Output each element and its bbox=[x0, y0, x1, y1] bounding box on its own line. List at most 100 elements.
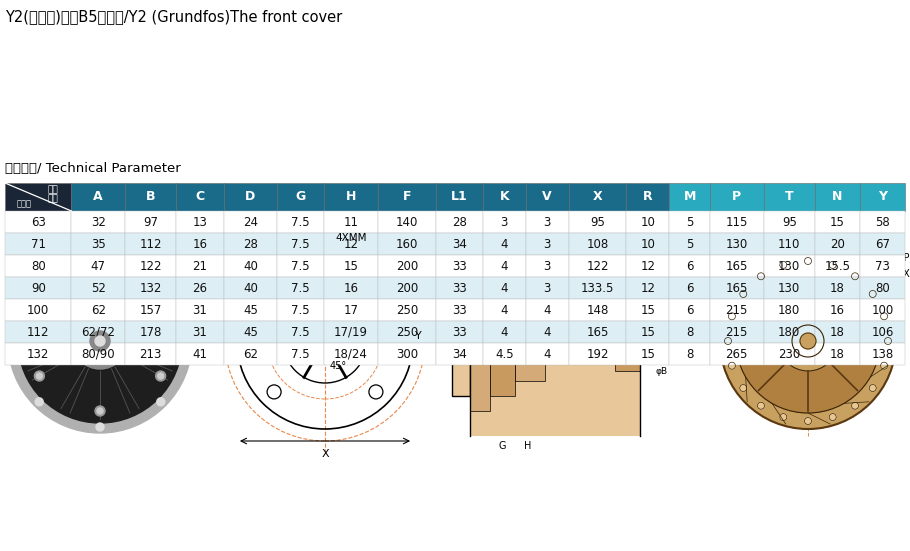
Text: N: N bbox=[833, 191, 843, 203]
Text: X: X bbox=[321, 449, 329, 459]
Bar bbox=[278, 183, 324, 211]
Bar bbox=[569, 255, 626, 277]
Text: P: P bbox=[733, 191, 742, 203]
Text: 3: 3 bbox=[543, 215, 551, 229]
Text: 15: 15 bbox=[641, 348, 655, 360]
Circle shape bbox=[740, 385, 747, 392]
Text: 157: 157 bbox=[139, 304, 162, 316]
Text: 250: 250 bbox=[396, 326, 418, 338]
Circle shape bbox=[36, 303, 43, 309]
Text: 15: 15 bbox=[830, 215, 845, 229]
Circle shape bbox=[778, 311, 838, 371]
Text: 130: 130 bbox=[778, 260, 801, 273]
Text: 130: 130 bbox=[725, 237, 748, 251]
Circle shape bbox=[90, 331, 110, 351]
Bar bbox=[436, 183, 483, 211]
Text: 230: 230 bbox=[778, 348, 801, 360]
Text: 215: 215 bbox=[725, 326, 748, 338]
Text: G: G bbox=[296, 191, 306, 203]
Circle shape bbox=[157, 303, 164, 309]
Text: F: F bbox=[402, 191, 411, 203]
Text: 73: 73 bbox=[875, 260, 890, 273]
Circle shape bbox=[881, 362, 887, 369]
Text: 尺寸: 尺寸 bbox=[47, 195, 58, 203]
Circle shape bbox=[792, 325, 824, 357]
Bar bbox=[71, 211, 125, 233]
Text: φF: φF bbox=[430, 282, 441, 290]
Bar bbox=[177, 343, 224, 365]
Bar bbox=[669, 255, 710, 277]
Text: 180: 180 bbox=[778, 304, 801, 316]
Text: 15: 15 bbox=[641, 326, 655, 338]
Text: 165: 165 bbox=[586, 326, 609, 338]
Bar bbox=[324, 233, 378, 255]
Bar bbox=[71, 321, 125, 343]
Text: 35: 35 bbox=[91, 237, 106, 251]
Text: 34: 34 bbox=[452, 348, 467, 360]
Bar bbox=[71, 255, 125, 277]
Text: 180: 180 bbox=[778, 326, 801, 338]
Circle shape bbox=[869, 290, 876, 298]
Text: 16: 16 bbox=[193, 237, 207, 251]
Bar bbox=[526, 299, 569, 321]
Text: 138: 138 bbox=[872, 348, 894, 360]
Bar bbox=[71, 233, 125, 255]
Circle shape bbox=[728, 362, 735, 369]
Bar bbox=[526, 211, 569, 233]
Text: 80/90: 80/90 bbox=[81, 348, 115, 360]
Text: 58: 58 bbox=[875, 215, 890, 229]
Bar bbox=[483, 255, 526, 277]
Bar bbox=[378, 211, 436, 233]
Text: 4: 4 bbox=[543, 304, 551, 316]
Bar bbox=[177, 299, 224, 321]
Circle shape bbox=[96, 251, 104, 259]
Bar bbox=[569, 233, 626, 255]
Text: G: G bbox=[499, 441, 506, 451]
Bar bbox=[177, 183, 224, 211]
Bar bbox=[763, 299, 815, 321]
Text: 80: 80 bbox=[875, 282, 890, 294]
Circle shape bbox=[852, 402, 858, 409]
Text: 18: 18 bbox=[830, 348, 845, 360]
Text: H: H bbox=[524, 441, 531, 451]
Text: 4XφR: 4XφR bbox=[898, 269, 910, 279]
Bar bbox=[5, 211, 71, 233]
Bar bbox=[626, 183, 669, 211]
Bar bbox=[710, 233, 763, 255]
Bar bbox=[526, 255, 569, 277]
Text: 4: 4 bbox=[501, 282, 508, 294]
Bar bbox=[125, 255, 177, 277]
Text: 265: 265 bbox=[725, 348, 748, 360]
Bar bbox=[710, 299, 763, 321]
Text: 165: 165 bbox=[725, 260, 748, 273]
Bar bbox=[224, 183, 278, 211]
Circle shape bbox=[96, 423, 104, 431]
Bar bbox=[490, 286, 515, 396]
Text: 6: 6 bbox=[686, 304, 693, 316]
Text: 122: 122 bbox=[586, 260, 609, 273]
Bar bbox=[860, 277, 905, 299]
Bar bbox=[224, 299, 278, 321]
Bar bbox=[470, 246, 640, 436]
Bar bbox=[125, 277, 177, 299]
Text: V: V bbox=[447, 219, 453, 229]
Circle shape bbox=[869, 385, 876, 392]
Bar bbox=[526, 321, 569, 343]
Text: 4: 4 bbox=[501, 237, 508, 251]
Text: 63: 63 bbox=[31, 215, 46, 229]
Text: Y2(格兰富)系列B5前端盖/Y2 (Grundfos)The front cover: Y2(格兰富)系列B5前端盖/Y2 (Grundfos)The front co… bbox=[5, 9, 342, 24]
Bar bbox=[378, 343, 436, 365]
Bar bbox=[483, 299, 526, 321]
Text: φB: φB bbox=[655, 366, 667, 375]
Circle shape bbox=[800, 333, 816, 349]
Text: 7.5: 7.5 bbox=[291, 237, 310, 251]
Bar bbox=[324, 343, 378, 365]
Bar bbox=[436, 211, 483, 233]
Circle shape bbox=[156, 301, 166, 311]
Bar bbox=[224, 277, 278, 299]
Bar bbox=[860, 255, 905, 277]
Bar bbox=[569, 211, 626, 233]
Text: 24: 24 bbox=[243, 215, 258, 229]
Circle shape bbox=[157, 398, 165, 406]
Text: φC: φC bbox=[430, 327, 442, 336]
